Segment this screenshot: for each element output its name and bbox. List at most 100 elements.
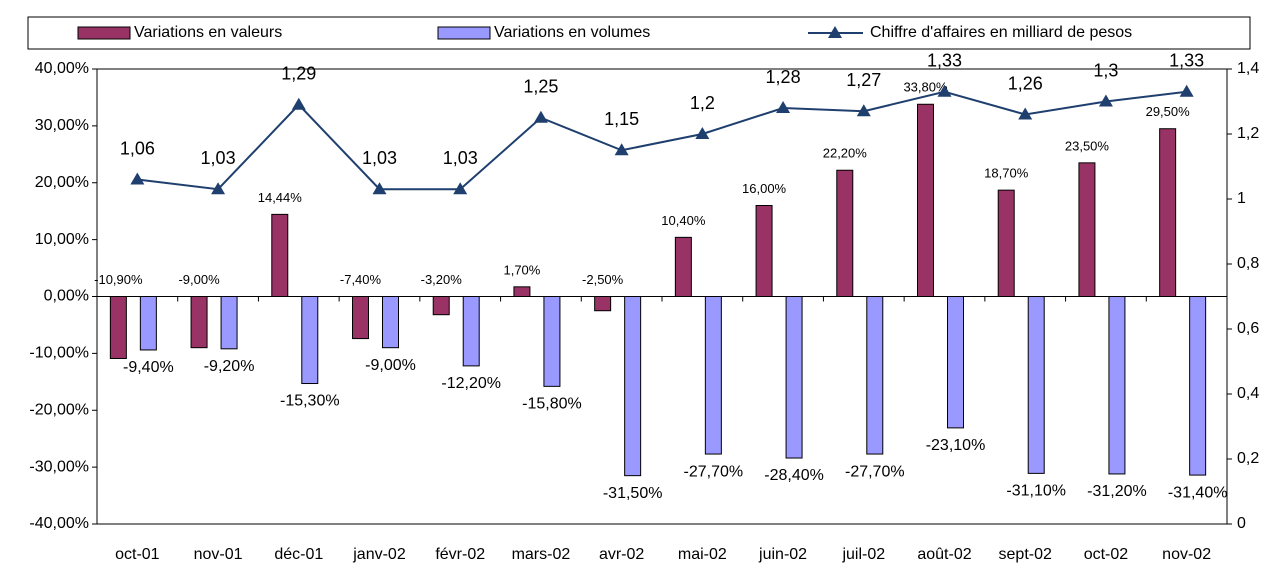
- line-marker: [695, 127, 710, 139]
- bar: [997, 189, 1015, 297]
- line-marker: [1098, 94, 1113, 107]
- y2-tick-label: 0,8: [1237, 255, 1259, 272]
- data-label: 1,03: [443, 148, 478, 168]
- legend-box: [27, 16, 1251, 50]
- data-label: 1,03: [201, 148, 236, 168]
- x-tick-label: juin-02: [758, 546, 807, 563]
- y2-tick-label: 0: [1237, 515, 1246, 532]
- data-label: -7,40%: [340, 272, 382, 287]
- data-label: -31,10%: [1006, 483, 1066, 500]
- bar: [704, 296, 722, 455]
- bar: [190, 296, 208, 349]
- bar: [301, 296, 319, 385]
- line-marker: [130, 172, 145, 185]
- bar: [382, 296, 399, 349]
- data-label: 1,29: [281, 64, 316, 84]
- bar: [1027, 296, 1045, 474]
- bar: [594, 296, 612, 312]
- y2-tick-label: 0,2: [1237, 450, 1259, 467]
- y-tick-label: 10,00%: [35, 231, 89, 248]
- data-label: 29,50%: [1146, 104, 1191, 119]
- bar: [866, 296, 884, 455]
- data-label: 1,2: [690, 93, 715, 113]
- bar: [432, 296, 450, 316]
- legend-label: Variations en volumes: [494, 24, 650, 41]
- data-label: 14,44%: [258, 190, 303, 205]
- bar: [271, 213, 289, 297]
- bar: [836, 169, 854, 297]
- y-tick-label: 0,00%: [44, 288, 89, 305]
- bar: [220, 296, 238, 350]
- x-tick-label: févr-02: [435, 546, 485, 563]
- data-label: 1,70%: [503, 262, 540, 277]
- x-tick-label: nov-02: [1162, 546, 1211, 563]
- data-label: -9,00%: [178, 272, 220, 287]
- bar: [513, 286, 531, 297]
- legend-swatch: [437, 26, 491, 40]
- line: [137, 90, 1187, 191]
- y-tick-label: -30,00%: [29, 458, 89, 475]
- data-label: 1,15: [604, 109, 639, 129]
- bar: [1078, 162, 1096, 297]
- data-label: -9,20%: [204, 358, 255, 375]
- bar: [917, 103, 934, 297]
- line-marker: [937, 84, 952, 97]
- data-label: -27,70%: [684, 463, 744, 480]
- line-marker: [1179, 84, 1194, 97]
- bar: [109, 296, 127, 359]
- data-label: -31,50%: [603, 485, 663, 502]
- line-marker: [856, 104, 871, 117]
- bar: [1189, 296, 1207, 476]
- bar: [462, 296, 480, 367]
- bar: [352, 296, 369, 340]
- line-marker: [1018, 107, 1033, 120]
- data-label: 18,70%: [984, 166, 1029, 181]
- bar: [1108, 296, 1126, 475]
- y-tick-label: -10,00%: [29, 345, 89, 362]
- line-marker: [211, 182, 226, 195]
- data-label: 1,26: [1008, 73, 1043, 93]
- x-tick-label: mars-02: [512, 546, 571, 563]
- data-label: 1,28: [766, 67, 801, 87]
- bar: [624, 296, 642, 477]
- data-label: 1,33: [927, 51, 962, 71]
- y-tick-label: 30,00%: [35, 117, 89, 134]
- x-tick-label: oct-02: [1084, 546, 1129, 563]
- data-label: 10,40%: [661, 213, 706, 228]
- data-label: -15,80%: [522, 396, 582, 413]
- legend-marker: [828, 26, 842, 38]
- legend-label: Chiffre d'affaires en milliard de pesos: [870, 24, 1132, 41]
- x-tick-label: sept-02: [999, 546, 1052, 563]
- y2-tick-label: 0,6: [1237, 320, 1259, 337]
- data-label: -15,30%: [280, 393, 340, 410]
- x-tick-label: déc-01: [274, 546, 323, 563]
- line-marker: [776, 101, 791, 113]
- y-tick-label: 20,00%: [35, 174, 89, 191]
- x-tick-label: nov-01: [194, 546, 243, 563]
- bar: [785, 296, 803, 459]
- data-label: -31,20%: [1087, 483, 1147, 500]
- y2-tick-label: 1,4: [1237, 60, 1259, 77]
- bar: [1159, 128, 1177, 297]
- data-label: -23,10%: [926, 437, 986, 454]
- bar: [543, 296, 561, 387]
- data-label: -2,50%: [582, 272, 624, 287]
- data-label: -3,20%: [421, 272, 463, 287]
- y-tick-label: -20,00%: [29, 401, 89, 418]
- x-tick-label: avr-02: [599, 546, 644, 563]
- y2-tick-label: 1: [1237, 190, 1246, 207]
- data-label: -9,00%: [365, 357, 416, 374]
- line-marker: [614, 143, 629, 156]
- x-tick-label: oct-01: [115, 546, 160, 563]
- data-label: 1,25: [523, 77, 558, 97]
- line-marker: [533, 110, 548, 123]
- bar: [674, 236, 692, 298]
- legend-label: Variations en valeurs: [134, 24, 282, 41]
- legend-swatch: [77, 26, 131, 40]
- bar: [947, 296, 964, 429]
- data-label: -10,90%: [94, 272, 143, 287]
- bar: [139, 296, 157, 351]
- y-tick-label: 40,00%: [35, 60, 89, 77]
- data-label: 1,03: [362, 148, 397, 168]
